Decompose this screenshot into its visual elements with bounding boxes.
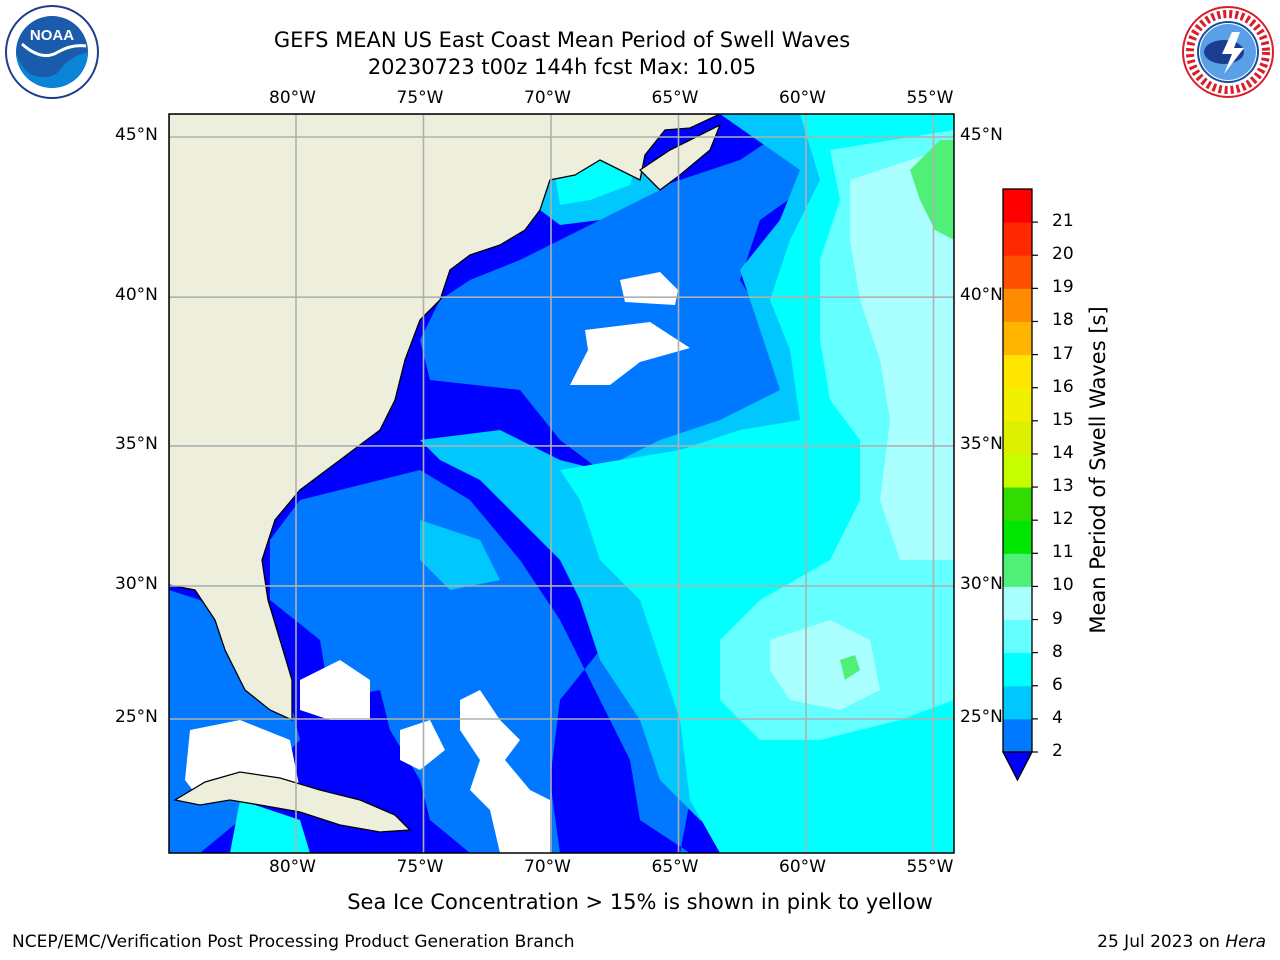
band-6-8-keys xyxy=(230,800,310,853)
lat-tick-label-right: 45°N xyxy=(960,125,1003,145)
colorbar-tick-label: 4 xyxy=(1052,707,1063,728)
colorbar xyxy=(1001,188,1038,782)
footer-credit: NCEP/EMC/Verification Post Processing Pr… xyxy=(12,932,575,952)
colorbar-bin-12-13 xyxy=(1003,487,1032,521)
colorbar-tick-label: 15 xyxy=(1052,409,1074,430)
colorbar-bin-6-8 xyxy=(1003,652,1032,687)
sea-ice-note: Sea Ice Concentration > 15% is shown in … xyxy=(0,890,1280,914)
lon-tick-label-top: 65°W xyxy=(651,88,699,108)
colorbar-bin-18-19 xyxy=(1003,288,1032,322)
land-cuba xyxy=(173,771,412,833)
lon-tick-label-bottom: 65°W xyxy=(651,857,699,877)
colorbar-tick-label: 21 xyxy=(1052,211,1074,232)
lat-tick-label-left: 35°N xyxy=(115,433,158,454)
colorbar-tick-label: 10 xyxy=(1052,575,1074,596)
colorbar-tick-label: 19 xyxy=(1052,277,1074,298)
lat-tick-label-left: 30°N xyxy=(115,573,158,594)
colorbar-bin-16-17 xyxy=(1003,354,1032,389)
lon-tick-label-top: 80°W xyxy=(269,88,316,108)
lon-tick-label-bottom: 60°W xyxy=(779,857,826,877)
colorbar-bin-13-14 xyxy=(1003,453,1032,488)
colorbar-bin-10-11 xyxy=(1003,553,1032,587)
colorbar-tick-label: 12 xyxy=(1052,509,1074,530)
lat-tick-label-left: 45°N xyxy=(115,125,158,145)
chart-subtitle: 20230723 t00z 144h fcst Max: 10.05 xyxy=(367,55,757,79)
lat-tick-label-right: 40°N xyxy=(960,285,1003,306)
colorbar-label: Mean Period of Swell Waves [s] xyxy=(1086,306,1110,634)
colorbar-tick-label: 6 xyxy=(1052,674,1063,695)
colorbar-underflow-triangle xyxy=(1001,751,1034,782)
lon-tick-label-bottom: 70°W xyxy=(524,857,571,877)
footer-date-text: 25 Jul 2023 on xyxy=(1097,932,1220,952)
lat-tick-label-left: 40°N xyxy=(115,285,158,306)
band-9-10-south xyxy=(770,620,880,710)
band-9-10 xyxy=(850,150,954,560)
lat-tick-label-right: 35°N xyxy=(960,433,1003,454)
footer-machine: Hera xyxy=(1225,932,1266,952)
lon-tick-label-bottom: 55°W xyxy=(906,857,954,877)
band-2-4-central xyxy=(270,114,954,853)
colorbar-bin-20-21 xyxy=(1003,222,1032,256)
lon-tick-label-top: 75°W xyxy=(396,88,444,108)
colorbar-bin-21-22 xyxy=(1003,189,1032,223)
colorbar-tick-label: 9 xyxy=(1052,608,1063,629)
colorbar-bin-17-18 xyxy=(1003,321,1032,356)
colorbar-bin-15-16 xyxy=(1003,387,1032,422)
lon-tick-label-top: 60°W xyxy=(779,88,826,108)
colorbar-bin-19-20 xyxy=(1003,255,1032,289)
footer-date: 25 Jul 2023 on Hera xyxy=(1097,932,1266,952)
band-10-11 xyxy=(910,140,954,240)
land-north-america xyxy=(169,114,721,722)
colorbar-frame xyxy=(1002,188,1033,753)
lat-tick-label-right: 25°N xyxy=(960,707,1003,727)
colorbar-tick-label: 18 xyxy=(1052,310,1074,331)
lon-tick-label-bottom: 80°W xyxy=(269,857,316,877)
noaa-logo: NOAA xyxy=(5,5,99,99)
colorbar-tick-label: 14 xyxy=(1052,442,1074,463)
colorbar-tick-label: 2 xyxy=(1052,741,1063,761)
colorbar-tick-label: 20 xyxy=(1052,244,1074,265)
band-10-11-spot xyxy=(840,655,860,680)
colorbar-tick-label: 8 xyxy=(1052,641,1063,662)
colorbar-bin-9-10 xyxy=(1003,586,1032,621)
lat-tick-label-right: 30°N xyxy=(960,573,1003,594)
no-data-area xyxy=(400,720,445,770)
colorbar-tick-label: 13 xyxy=(1052,476,1074,497)
colorbar-tick-label: 11 xyxy=(1052,542,1074,563)
lat-tick-label-left: 25°N xyxy=(115,707,158,727)
no-data-area xyxy=(570,322,690,385)
chart-title: GEFS MEAN US East Coast Mean Period of S… xyxy=(273,28,851,52)
band-4-6-south xyxy=(420,520,500,590)
colorbar-bin-11-12 xyxy=(1003,520,1032,554)
map-gridlines xyxy=(169,114,954,853)
sea-ice-note-text: Sea Ice Concentration > 15% is shown in … xyxy=(347,890,933,914)
noaa-logo-text: NOAA xyxy=(30,27,74,44)
colorbar-bin-8-9 xyxy=(1003,619,1032,654)
lon-tick-label-top: 70°W xyxy=(524,88,571,108)
map-frame xyxy=(168,113,955,854)
colorbar-tick-label: 16 xyxy=(1052,376,1074,397)
lon-tick-label-bottom: 75°W xyxy=(396,857,444,877)
no-data-area xyxy=(460,690,550,853)
colorbar-bin-2-4 xyxy=(1003,718,1032,753)
colorbar-bin-4-6 xyxy=(1003,685,1032,720)
colorbar-bin-14-15 xyxy=(1003,420,1032,455)
nws-logo xyxy=(1182,6,1274,98)
lon-tick-label-top: 55°W xyxy=(906,88,954,108)
colorbar-tick-label: 17 xyxy=(1052,343,1074,364)
no-data-area xyxy=(300,660,370,720)
map-plot-area xyxy=(169,114,954,853)
